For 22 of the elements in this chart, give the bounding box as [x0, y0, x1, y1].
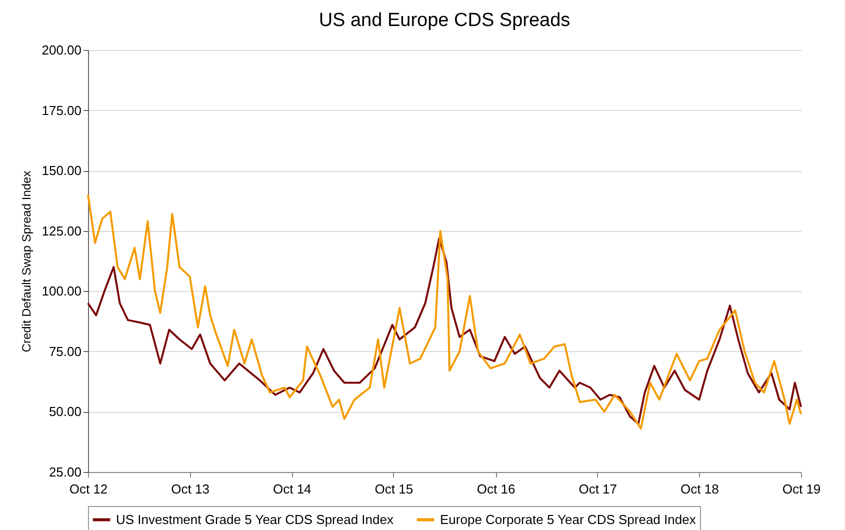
- y-tick-label: 100.00: [42, 284, 82, 299]
- line-series: [87, 194, 802, 430]
- x-tick-label: Oct 16: [476, 482, 516, 496]
- x-tick-label: Oct 13: [171, 482, 210, 496]
- x-tick-label: Oct 14: [272, 482, 312, 496]
- legend-label: Europe Corporate 5 Year CDS Spread Index: [440, 512, 696, 527]
- legend-label: US Investment Grade 5 Year CDS Spread Index: [116, 512, 394, 527]
- x-tick-label: Oct 12: [69, 482, 108, 496]
- line-series: [87, 237, 802, 425]
- y-tick-label: 25.00: [48, 464, 82, 480]
- y-tick-label: 75.00: [48, 344, 82, 359]
- x-tick-label: Oct 19: [782, 482, 821, 496]
- y-tick-label: 150.00: [42, 163, 82, 178]
- y-tick-label: 50.00: [48, 404, 82, 420]
- y-tick-label: 175.00: [42, 102, 82, 118]
- x-tick-label: Oct 17: [578, 482, 618, 496]
- x-tick-label: Oct 18: [680, 482, 719, 496]
- chart-title: US and Europe CDS Spreads: [318, 10, 570, 31]
- y-axis-title: Credit Default Swap Spread Index: [20, 170, 34, 352]
- y-tick-label: 200.00: [42, 42, 82, 58]
- y-tick-label: 125.00: [42, 223, 82, 238]
- x-tick-label: Oct 15: [374, 482, 414, 496]
